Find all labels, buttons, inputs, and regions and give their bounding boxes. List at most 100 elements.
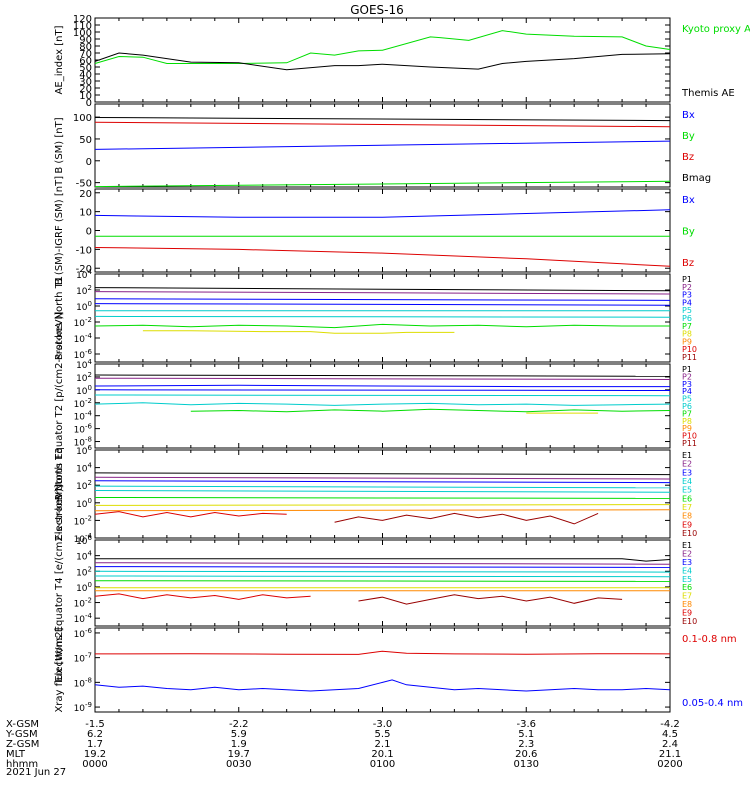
- y-tick-label: 80: [79, 42, 92, 53]
- series-line-e5: [94, 575, 671, 578]
- legend-label-p10: P10: [682, 432, 697, 441]
- chart-title: GOES-16: [350, 3, 404, 17]
- y-tick-label: 10-6: [74, 627, 93, 640]
- legend-label-p1: P1: [682, 275, 692, 284]
- y-tick-label: 10-9: [74, 701, 92, 714]
- series-line-e7: [94, 504, 671, 506]
- y-tick-label: 110: [73, 21, 92, 32]
- series-line-e1: [94, 472, 671, 476]
- series-line-e8: [94, 509, 671, 512]
- y-axis-label: Xray flux [W/m2]: [54, 627, 65, 712]
- legend-label-p6: P6: [682, 314, 692, 323]
- y-tick-label: 106: [76, 534, 92, 547]
- legend-label-p9: P9: [682, 424, 692, 433]
- legend-label-p2: P2: [682, 283, 692, 292]
- series-line-p7: [190, 408, 671, 413]
- y-axis-label: B (SM) [nT]: [54, 117, 65, 173]
- legend-label-p4: P4: [682, 387, 692, 396]
- y-axis-label: Electrons North T3: [54, 447, 65, 540]
- legend-label-p8: P8: [682, 417, 692, 426]
- ephemeris-value: 19.7: [228, 749, 250, 760]
- ephemeris-value: -4.2: [660, 719, 680, 730]
- series-line-e3: [94, 480, 671, 484]
- y-tick-label: 120: [73, 14, 92, 25]
- series-line-bz: [94, 121, 671, 128]
- y-tick-label: 102: [76, 479, 92, 492]
- series-line-p5: [94, 394, 671, 397]
- y-tick-label: 10-4: [74, 612, 93, 625]
- ephemeris-value: 1.9: [231, 739, 247, 750]
- ephemeris-value: 2.1: [375, 739, 391, 750]
- y-tick-label: 100: [73, 28, 92, 39]
- series-line-e1: [95, 558, 671, 562]
- y-tick-label: 0: [86, 157, 92, 168]
- legend-label-p11: P11: [682, 353, 697, 362]
- legend-label-e5: E5: [682, 575, 692, 584]
- y-tick-label: 102: [76, 565, 92, 578]
- legend-label-p6: P6: [682, 402, 692, 411]
- ephemeris-table: X-GSM -1.5 -2.2 -3.0 -3.6 -4.2 Y-GSM 6.2 5.9 5.5 5…: [5, 719, 683, 770]
- y-tick-label: 10-2: [74, 597, 92, 610]
- legend-label-p8: P8: [682, 330, 692, 339]
- y-axis-label: AE_index [nT]: [54, 25, 65, 94]
- legend-label-e5: E5: [682, 486, 692, 495]
- y-tick-label: 100: [76, 497, 92, 510]
- ephemeris-value: 20.1: [371, 749, 393, 760]
- ephemeris-value: 5.5: [375, 729, 391, 740]
- ephemeris-value: -3.0: [373, 719, 393, 730]
- ephemeris-row-label: MLT: [6, 749, 26, 760]
- y-tick-label: 102: [76, 371, 92, 384]
- legend-label-e4: E4: [682, 477, 692, 486]
- y-tick-label: 10-2: [74, 316, 92, 329]
- y-tick-label: 30: [79, 77, 92, 88]
- y-tick-label: 10-8: [74, 676, 92, 689]
- ephemeris-value: 0200: [657, 759, 682, 770]
- y-axis-label: B (SM)-IGRF (SM) [nT]: [54, 176, 65, 285]
- panel-frame: [94, 17, 671, 103]
- ephemeris-row-label: Z-GSM: [6, 739, 39, 750]
- ephemeris-value: 5.1: [518, 729, 534, 740]
- y-tick-label: -20: [76, 264, 92, 275]
- panel-2: -50 0 50 100 B (SM) [nT] Bx By Bz Bmag: [54, 103, 711, 190]
- y-tick-label: 10-4: [74, 532, 93, 545]
- ephemeris-value: -2.2: [229, 719, 249, 730]
- y-tick-label: 10: [79, 208, 92, 219]
- legend-label-p5: P5: [682, 395, 692, 404]
- series-line-e10: [358, 594, 623, 605]
- series-line-e4: [94, 485, 671, 489]
- y-axis-label: Protons North T1: [54, 276, 65, 360]
- panel-6: 10-4 10-2 100 102 104 106 Electrons North T3 E1…: [54, 444, 697, 545]
- panel-frame: [94, 188, 671, 273]
- legend-label-by: By: [682, 131, 695, 142]
- series-line-e6: [94, 497, 671, 499]
- legend-label-p7: P7: [682, 322, 692, 331]
- legend-label-e10: E10: [682, 617, 697, 626]
- panel-8: 10-9 10-8 10-7 10-6 Xray flux [W/m2] 0.1-0.8 …: [54, 627, 743, 714]
- y-tick-label: 10-6: [74, 423, 93, 436]
- series-line-p3: [94, 298, 671, 301]
- legend-label-p9: P9: [682, 337, 692, 346]
- ephemeris-value: 20.6: [515, 749, 537, 760]
- series-line-kyoto-proxy-ae: [94, 30, 671, 64]
- y-axis-label: Electrons Equator T4 [e/(cm2-s-sr-keV)]: [54, 484, 65, 681]
- legend-label-p4: P4: [682, 298, 692, 307]
- y-tick-label: 10-2: [74, 397, 92, 410]
- y-tick-label: 106: [76, 444, 92, 457]
- series-line-p1: [94, 374, 671, 377]
- legend-label-e8: E8: [682, 512, 692, 521]
- legend-label-kyoto-proxy-ae: Kyoto proxy AE: [682, 24, 750, 35]
- series-line-e5: [94, 490, 671, 493]
- panel-frame: [94, 449, 671, 539]
- series-line-e9: [94, 593, 311, 600]
- series-line-bmag: [94, 117, 671, 122]
- legend-label-by: By: [682, 227, 695, 238]
- ephemeris-value: 6.2: [87, 729, 103, 740]
- legend-label-e2: E2: [682, 549, 692, 558]
- legend-label-p2: P2: [682, 372, 692, 381]
- legend-label-e8: E8: [682, 600, 692, 609]
- legend-label-bz: Bz: [682, 258, 694, 269]
- y-tick-label: 90: [79, 35, 92, 46]
- legend-label-bmag: Bmag: [682, 173, 711, 184]
